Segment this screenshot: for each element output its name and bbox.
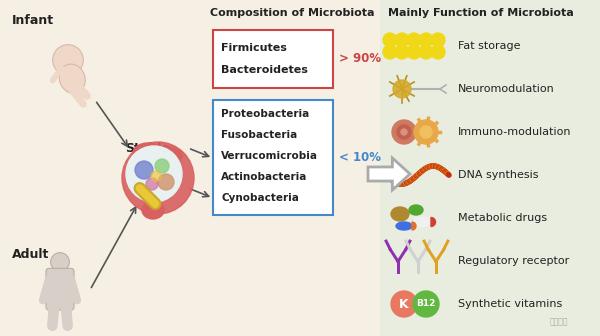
Text: B12: B12 [416, 299, 436, 308]
Circle shape [397, 125, 411, 139]
Circle shape [392, 120, 416, 144]
Circle shape [393, 80, 411, 98]
Text: Verrucomicrobia: Verrucomicrobia [221, 151, 318, 161]
Text: Metabolic drugs: Metabolic drugs [458, 213, 547, 223]
Ellipse shape [154, 147, 182, 165]
Ellipse shape [396, 222, 412, 230]
Circle shape [155, 159, 169, 173]
Text: Infant: Infant [12, 14, 54, 27]
Wedge shape [412, 222, 416, 230]
Circle shape [407, 45, 421, 59]
Ellipse shape [142, 201, 164, 219]
Circle shape [413, 291, 439, 317]
Text: Synthetic vitamins: Synthetic vitamins [458, 299, 562, 309]
Bar [380, 0, 600, 336]
Text: K: K [399, 297, 409, 310]
Circle shape [407, 33, 421, 47]
FancyBboxPatch shape [213, 30, 333, 88]
Text: Stable: Stable [125, 141, 170, 155]
Circle shape [50, 253, 70, 271]
Circle shape [158, 174, 174, 190]
Text: Firmicutes: Firmicutes [221, 43, 287, 53]
Circle shape [395, 33, 409, 47]
Circle shape [395, 45, 409, 59]
Text: Fusobacteria: Fusobacteria [221, 130, 297, 140]
Circle shape [401, 129, 407, 135]
Circle shape [53, 45, 83, 75]
Text: > 90%: > 90% [339, 52, 381, 66]
Bar [0, 0, 380, 336]
Text: Cynobacteria: Cynobacteria [221, 193, 299, 203]
Circle shape [419, 33, 433, 47]
Circle shape [431, 33, 445, 47]
Circle shape [414, 120, 438, 144]
Text: Mainly Function of Microbiota: Mainly Function of Microbiota [388, 8, 574, 18]
Ellipse shape [59, 64, 85, 93]
Text: < 10%: < 10% [339, 151, 381, 164]
Circle shape [419, 45, 433, 59]
Text: Actinobacteria: Actinobacteria [221, 172, 307, 182]
Text: 鹏鹏博士: 鹏鹏博士 [550, 317, 568, 326]
Wedge shape [431, 217, 436, 226]
Circle shape [391, 291, 417, 317]
Bar [384, 34, 452, 58]
Circle shape [420, 126, 432, 138]
Circle shape [151, 171, 161, 181]
Circle shape [126, 146, 182, 202]
Ellipse shape [133, 143, 163, 163]
FancyBboxPatch shape [213, 100, 333, 215]
Ellipse shape [409, 205, 423, 215]
Text: Immuno-modulation: Immuno-modulation [458, 127, 571, 137]
FancyBboxPatch shape [46, 268, 74, 310]
Circle shape [383, 45, 397, 59]
Polygon shape [368, 158, 410, 190]
Circle shape [431, 45, 445, 59]
Text: Composition of Microbiota: Composition of Microbiota [210, 8, 375, 18]
Text: Neuromodulation: Neuromodulation [458, 84, 555, 94]
Circle shape [383, 33, 397, 47]
Circle shape [135, 161, 153, 179]
Circle shape [146, 178, 158, 190]
Text: Proteobacteria: Proteobacteria [221, 109, 309, 119]
Ellipse shape [413, 217, 431, 226]
Text: DNA synthesis: DNA synthesis [458, 170, 539, 180]
Text: Adult: Adult [12, 248, 49, 261]
Ellipse shape [122, 142, 194, 214]
Text: Bacteroidetes: Bacteroidetes [221, 65, 308, 75]
Text: Regulatory receptor: Regulatory receptor [458, 256, 569, 266]
Ellipse shape [391, 207, 409, 221]
Text: Fat storage: Fat storage [458, 41, 521, 51]
